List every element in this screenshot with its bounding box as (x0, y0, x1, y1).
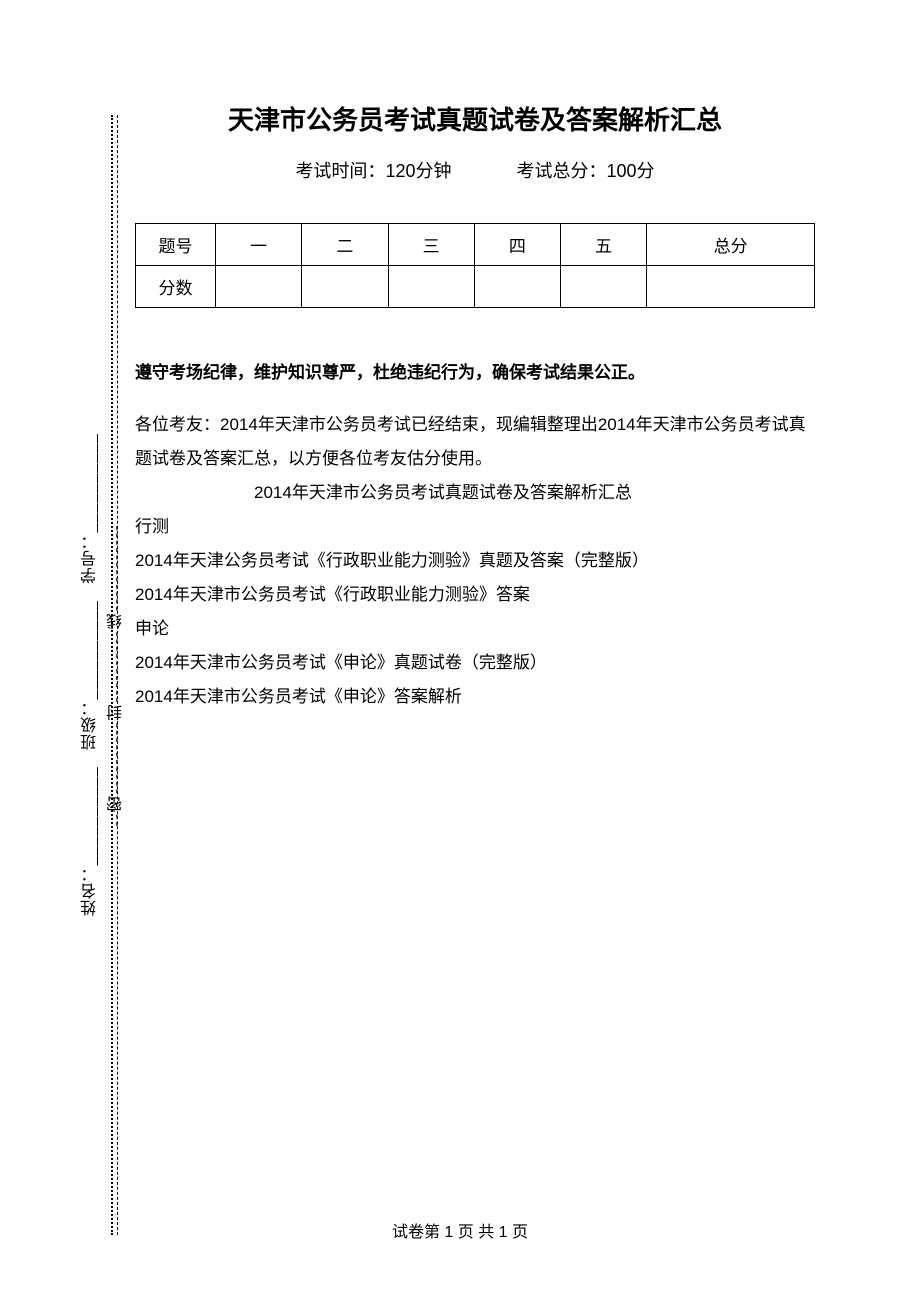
binding-fields: 姓名：__________ 班级：__________ 学号：_________… (79, 434, 103, 917)
field-name-label: 姓名： (82, 865, 99, 916)
score-value: 100分 (607, 161, 655, 181)
paragraph: 2014年天津公务员考试《行政职业能力测验》真题及答案（完整版） (135, 544, 815, 578)
table-cell: 三 (388, 224, 474, 266)
table-cell: 四 (474, 224, 560, 266)
binding-margin: --密----------封----------线------------ 姓名… (85, 115, 125, 1235)
binding-seal-text: --密----------封----------线------------ (105, 523, 129, 826)
document-title: 天津市公务员考试真题试卷及答案解析汇总 (135, 100, 815, 137)
paragraph: 2014年天津市公务员考试《申论》答案解析 (135, 680, 815, 714)
exam-time: 考试时间：120分钟 (295, 157, 451, 183)
paragraph: 2014年天津市公务员考试《申论》真题试卷（完整版） (135, 646, 815, 680)
table-cell (474, 266, 560, 308)
paragraph: 各位考友：2014年天津市公务员考试已经结束，现编辑整理出2014年天津市公务员… (135, 408, 815, 476)
row-label: 分数 (136, 266, 216, 308)
field-name-blank: __________ (82, 766, 100, 865)
table-cell (216, 266, 302, 308)
field-class-label: 班级： (82, 699, 99, 750)
row-label: 题号 (136, 224, 216, 266)
field-id-blank: __________ (82, 434, 100, 533)
score-label: 考试总分： (517, 161, 607, 181)
paragraph: 申论 (135, 612, 815, 646)
page-content: 天津市公务员考试真题试卷及答案解析汇总 考试时间：120分钟 考试总分：100分… (135, 100, 815, 714)
paragraph: 行测 (135, 510, 815, 544)
page-footer: 试卷第 1 页 共 1 页 (0, 1218, 920, 1242)
exam-notice: 遵守考场纪律，维护知识尊严，杜绝违纪行为，确保考试结果公正。 (135, 358, 815, 383)
field-id-label: 学号： (82, 533, 99, 584)
seal-marks: 密----------封----------线-- (108, 597, 125, 812)
paragraph: 2014年天津市公务员考试真题试卷及答案解析汇总 (135, 476, 815, 510)
time-label: 考试时间： (295, 161, 385, 181)
time-value: 120分钟 (385, 161, 451, 181)
score-table: 题号 一 二 三 四 五 总分 分数 (135, 223, 815, 308)
table-cell (647, 266, 815, 308)
table-cell: 五 (561, 224, 647, 266)
table-cell (561, 266, 647, 308)
table-row: 分数 (136, 266, 815, 308)
exam-total-score: 考试总分：100分 (517, 157, 655, 183)
table-cell (302, 266, 388, 308)
body-text: 各位考友：2014年天津市公务员考试已经结束，现编辑整理出2014年天津市公务员… (135, 408, 815, 714)
exam-meta: 考试时间：120分钟 考试总分：100分 (135, 157, 815, 183)
table-cell: 一 (216, 224, 302, 266)
field-class-blank: __________ (82, 600, 100, 699)
table-cell (388, 266, 474, 308)
table-cell: 二 (302, 224, 388, 266)
table-cell: 总分 (647, 224, 815, 266)
paragraph: 2014年天津市公务员考试《行政职业能力测验》答案 (135, 578, 815, 612)
table-row: 题号 一 二 三 四 五 总分 (136, 224, 815, 266)
